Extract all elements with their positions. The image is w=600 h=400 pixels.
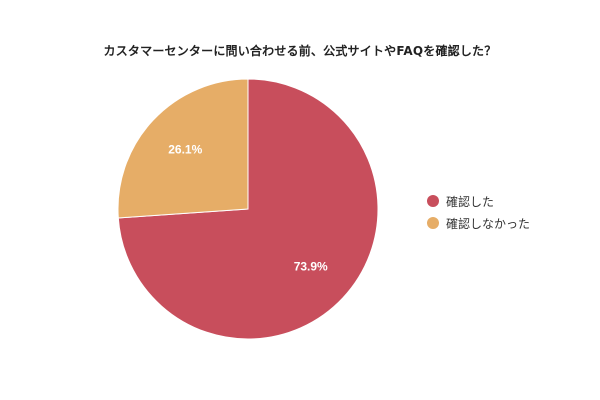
legend-label: 確認しなかった	[446, 216, 531, 231]
slice-data-label: 73.9%	[294, 260, 328, 274]
legend-item[interactable]: 確認した	[427, 191, 530, 211]
legend-label: 確認した	[446, 194, 495, 209]
legend: 確認した 確認しなかった	[427, 191, 530, 235]
legend-swatch	[427, 195, 439, 207]
legend-swatch	[427, 217, 439, 229]
legend-item[interactable]: 確認しなかった	[427, 213, 530, 233]
pie-slice[interactable]	[117, 78, 249, 219]
slice-data-label: 26.1%	[168, 143, 202, 157]
chart-title: カスタマーセンターに問い合わせる前、公式サイトやFAQを確認した？	[103, 44, 497, 58]
